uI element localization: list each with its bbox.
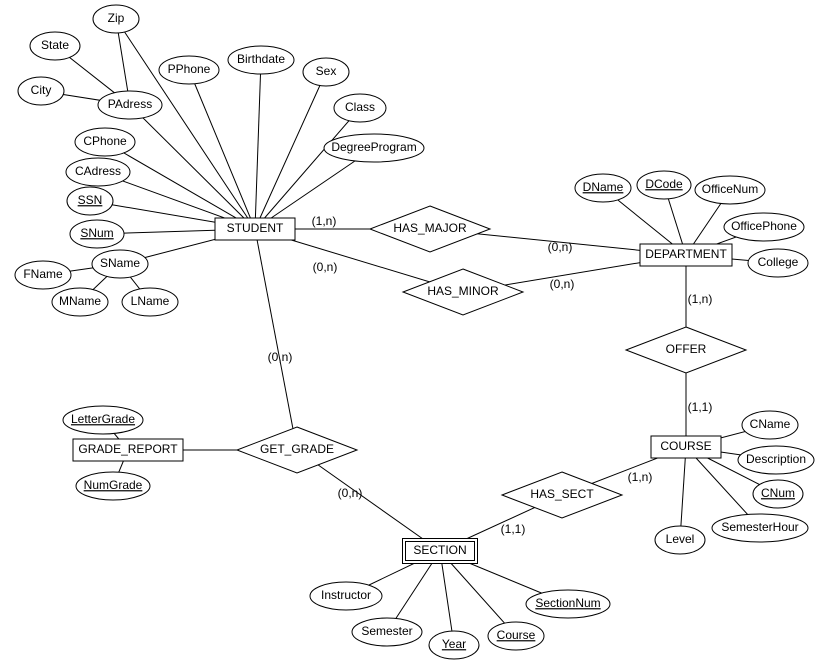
entity-label-section: SECTION [413, 543, 466, 557]
relationship-has_major: HAS_MAJOR [370, 206, 490, 252]
attribute-label-instructor: Instructor [321, 588, 371, 602]
attribute-label-state: State [41, 38, 69, 52]
relationship-label-get_grade: GET_GRADE [260, 442, 334, 456]
cardinality-0: (1,n) [312, 214, 337, 228]
attribute-pphone: PPhone [159, 56, 219, 84]
relationship-label-offer: OFFER [666, 342, 707, 356]
attribute-fname: FName [15, 261, 71, 289]
attribute-label-numgrade: NumGrade [84, 478, 143, 492]
relationship-label-has_sect: HAS_SECT [530, 487, 594, 501]
entity-course: COURSE [651, 436, 721, 458]
attribute-degree: DegreeProgram [324, 134, 424, 162]
relationship-label-has_minor: HAS_MINOR [427, 284, 499, 298]
attribute-label-description: Description [746, 452, 806, 466]
relationship-has_minor: HAS_MINOR [403, 269, 523, 315]
cardinality-3: (0,n) [550, 277, 575, 291]
attribute-cadress: CAdress [66, 158, 130, 186]
attribute-college: College [748, 249, 808, 277]
attribute-label-cname: CName [750, 417, 791, 431]
attribute-lname: LName [122, 288, 178, 316]
attribute-label-sname: SName [100, 256, 140, 270]
attribute-label-s_course: Course [497, 628, 536, 642]
attribute-sectionnum: SectionNum [526, 590, 610, 618]
attribute-label-officenum: OfficeNum [702, 182, 758, 196]
entity-label-course: COURSE [660, 439, 711, 453]
attribute-label-fname: FName [23, 267, 63, 281]
attribute-officenum: OfficeNum [695, 176, 765, 204]
cardinality-7: (1,1) [501, 522, 526, 536]
entity-student: STUDENT [215, 218, 295, 240]
attribute-label-cadress: CAdress [75, 164, 121, 178]
attribute-padress: PAdress [98, 91, 162, 119]
attribute-sex: Sex [303, 58, 349, 86]
entity-section: SECTION [403, 539, 478, 564]
attribute-label-snum: SNum [80, 226, 113, 240]
relationship-get_grade: GET_GRADE [237, 427, 357, 473]
attribute-label-officephone: OfficePhone [731, 219, 797, 233]
attribute-label-sex: Sex [316, 64, 337, 78]
attribute-description: Description [738, 446, 814, 474]
attribute-label-cnum: CNum [761, 486, 795, 500]
attribute-label-ssn: SSN [78, 193, 103, 207]
attribute-instructor: Instructor [310, 582, 382, 610]
entity-label-grade_report: GRADE_REPORT [78, 442, 178, 456]
attribute-label-year: Year [442, 637, 466, 651]
attribute-birthdate: Birthdate [228, 46, 294, 74]
attribute-numgrade: NumGrade [76, 472, 150, 500]
attribute-label-level: Level [666, 532, 695, 546]
attribute-sname: SName [92, 250, 148, 278]
attribute-label-padress: PAdress [108, 97, 152, 111]
entity-department: DEPARTMENT [640, 244, 732, 266]
attribute-semhour: SemesterHour [712, 514, 808, 542]
attribute-city: City [18, 77, 64, 105]
attribute-zip: Zip [93, 5, 139, 33]
attribute-cname: CName [742, 411, 798, 439]
attribute-label-class: Class [345, 100, 375, 114]
cardinality-5: (1,1) [688, 400, 713, 414]
relationship-offer: OFFER [626, 327, 746, 373]
attribute-class: Class [334, 94, 386, 122]
attribute-mname: MName [52, 288, 108, 316]
attribute-label-sectionnum: SectionNum [535, 596, 600, 610]
attribute-dcode: DCode [637, 171, 691, 199]
attribute-label-lname: LName [131, 294, 170, 308]
attribute-level: Level [655, 526, 705, 554]
attribute-label-semester: Semester [361, 624, 412, 638]
attribute-label-city: City [31, 83, 52, 97]
attribute-snum: SNum [70, 220, 124, 248]
attribute-label-mname: MName [59, 294, 101, 308]
cardinality-9: (0,n) [338, 486, 363, 500]
relationship-label-has_major: HAS_MAJOR [393, 221, 467, 235]
attribute-dname: DName [575, 174, 631, 202]
attribute-cphone: CPhone [75, 128, 135, 156]
attribute-label-pphone: PPhone [168, 62, 211, 76]
attribute-semester: Semester [352, 618, 422, 646]
entity-label-department: DEPARTMENT [645, 247, 727, 261]
entity-grade_report: GRADE_REPORT [73, 439, 183, 461]
attribute-s_course: Course [488, 622, 544, 650]
attribute-label-dname: DName [583, 180, 624, 194]
er-diagram: STUDENT DEPARTMENT COURSE SECTION GRADE_REPO… [0, 0, 816, 671]
attribute-ssn: SSN [67, 187, 113, 215]
attribute-label-lettergrade: LetterGrade [71, 412, 135, 426]
attribute-year: Year [429, 631, 479, 659]
cardinality-6: (1,n) [628, 470, 653, 484]
attribute-label-college: College [758, 255, 799, 269]
cardinality-2: (0,n) [313, 260, 338, 274]
attribute-label-cphone: CPhone [83, 134, 127, 148]
attribute-label-semhour: SemesterHour [721, 520, 798, 534]
attribute-label-degree: DegreeProgram [331, 140, 416, 154]
attribute-label-zip: Zip [108, 11, 125, 25]
entity-label-student: STUDENT [227, 221, 284, 235]
cardinality-1: (0,n) [548, 240, 573, 254]
attribute-label-birthdate: Birthdate [237, 52, 285, 66]
attribute-label-dcode: DCode [645, 177, 683, 191]
cardinality-4: (1,n) [688, 292, 713, 306]
attribute-lettergrade: LetterGrade [63, 406, 143, 434]
attribute-officephone: OfficePhone [724, 213, 804, 241]
attribute-state: State [30, 32, 80, 60]
cardinality-8: (0,n) [268, 350, 293, 364]
attribute-cnum: CNum [753, 480, 803, 508]
